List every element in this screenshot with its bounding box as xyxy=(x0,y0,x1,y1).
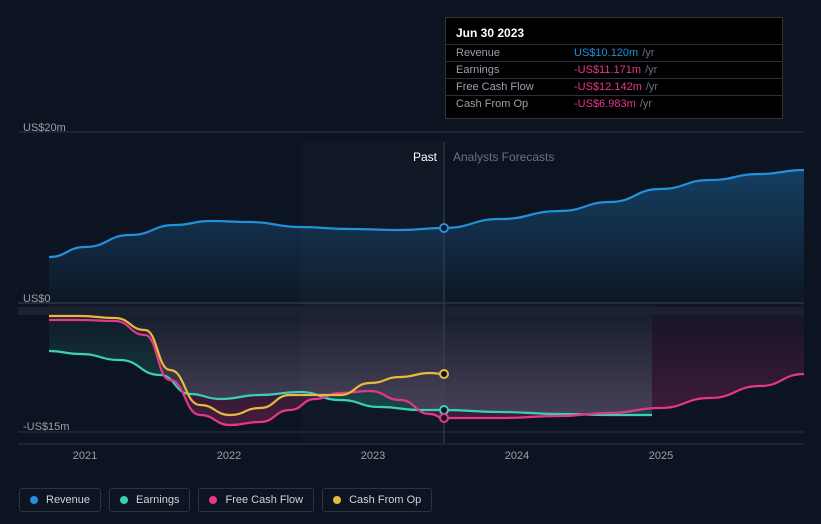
tooltip-row-earnings: Earnings -US$11.171m /yr xyxy=(446,61,782,78)
legend-swatch xyxy=(30,496,38,504)
financials-chart: US$20m US$0 -US$15m Past Analysts Foreca… xyxy=(0,0,821,524)
tooltip-row-cfo: Cash From Op -US$6.983m /yr xyxy=(446,95,782,112)
tooltip-value: -US$11.171m xyxy=(574,64,641,76)
tooltip-unit: /yr xyxy=(642,47,654,59)
tooltip-value: -US$6.983m xyxy=(574,98,636,110)
legend-swatch xyxy=(120,496,128,504)
tooltip-value: -US$12.142m xyxy=(574,81,642,93)
tooltip-row-revenue: Revenue US$10.120m /yr xyxy=(446,44,782,61)
tooltip-unit: /yr xyxy=(640,98,652,110)
tooltip-label: Earnings xyxy=(456,64,574,76)
legend-label: Earnings xyxy=(136,494,179,506)
x-label-2: 2023 xyxy=(361,450,385,462)
legend-item-revenue[interactable]: Revenue xyxy=(19,488,101,512)
x-label-4: 2025 xyxy=(649,450,673,462)
y-label-2: -US$15m xyxy=(23,421,69,433)
tooltip-unit: /yr xyxy=(645,64,657,76)
past-label: Past xyxy=(413,150,437,164)
tooltip-row-fcf: Free Cash Flow -US$12.142m /yr xyxy=(446,78,782,95)
x-axis-labels: 2021 2022 2023 2024 2025 xyxy=(0,450,821,470)
tooltip-label: Free Cash Flow xyxy=(456,81,574,93)
legend: Revenue Earnings Free Cash Flow Cash Fro… xyxy=(19,488,432,512)
legend-item-earnings[interactable]: Earnings xyxy=(109,488,190,512)
legend-swatch xyxy=(209,496,217,504)
tooltip-value: US$10.120m xyxy=(574,47,638,59)
tooltip-title: Jun 30 2023 xyxy=(446,24,782,44)
y-label-1: US$0 xyxy=(23,293,51,305)
forecast-label: Analysts Forecasts xyxy=(453,150,554,164)
tooltip-unit: /yr xyxy=(646,81,658,93)
x-label-0: 2021 xyxy=(73,450,97,462)
legend-label: Revenue xyxy=(46,494,90,506)
x-label-3: 2024 xyxy=(505,450,529,462)
legend-swatch xyxy=(333,496,341,504)
legend-item-cfo[interactable]: Cash From Op xyxy=(322,488,432,512)
tooltip-label: Revenue xyxy=(456,47,574,59)
legend-label: Cash From Op xyxy=(349,494,421,506)
hover-tooltip: Jun 30 2023 Revenue US$10.120m /yr Earni… xyxy=(445,17,783,119)
legend-label: Free Cash Flow xyxy=(225,494,303,506)
tooltip-label: Cash From Op xyxy=(456,98,574,110)
x-label-1: 2022 xyxy=(217,450,241,462)
legend-item-fcf[interactable]: Free Cash Flow xyxy=(198,488,314,512)
y-label-0: US$20m xyxy=(23,122,66,134)
